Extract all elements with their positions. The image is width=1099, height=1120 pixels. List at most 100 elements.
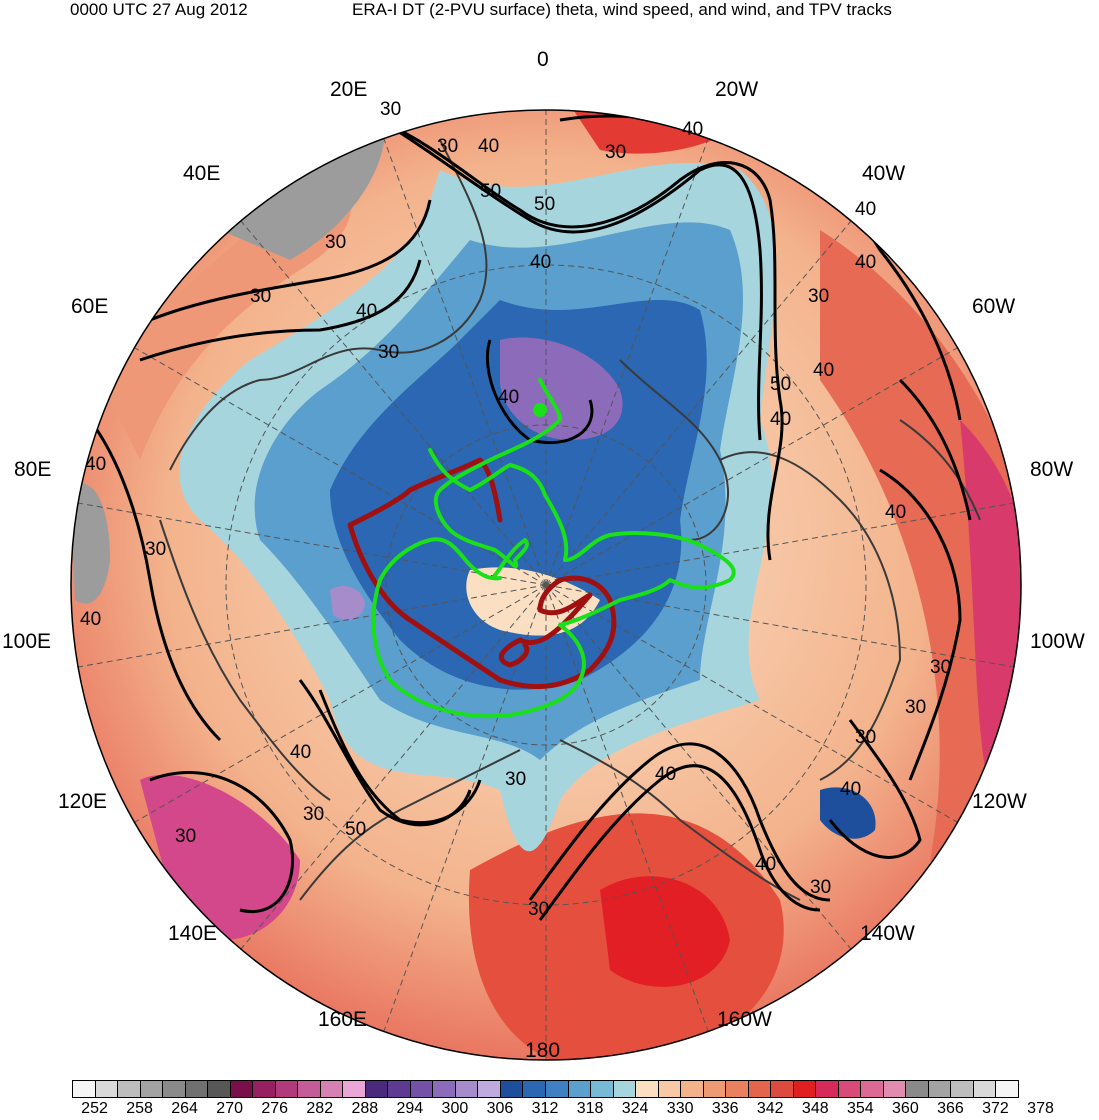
colorbar-swatch <box>319 1080 344 1098</box>
colorbar-swatch <box>274 1080 299 1098</box>
contour-label: 40 <box>855 199 876 220</box>
lon-label-180: 180 <box>525 1039 561 1062</box>
contour-label: 30 <box>325 232 346 253</box>
lon-label-20w: 20W <box>715 78 759 101</box>
lon-label-160w: 160W <box>717 1008 772 1031</box>
contour-label: 40 <box>478 136 499 157</box>
contour-label: 30 <box>250 286 271 307</box>
contour-label: 50 <box>534 194 555 215</box>
lon-label-120w: 120W <box>972 790 1027 813</box>
contour-label: 40 <box>290 742 311 763</box>
contour-label: 40 <box>840 779 861 800</box>
colorbar-swatch <box>567 1080 592 1098</box>
contour-label: 40 <box>855 252 876 273</box>
map-boundary <box>70 109 1022 1061</box>
colorbar-tick-label: 300 <box>441 1100 469 1117</box>
colorbar-swatch <box>94 1080 119 1098</box>
contour-label: 50 <box>345 819 366 840</box>
tpv-track-green-2 <box>428 448 736 627</box>
contour-label: 30 <box>905 697 926 718</box>
contour-label: 40 <box>813 360 834 381</box>
contour-label: 40 <box>356 301 377 322</box>
lon-label-80e: 80E <box>14 458 52 481</box>
colorbar-swatch <box>432 1080 456 1098</box>
colorbar-swatch <box>950 1080 974 1098</box>
lon-label-40w: 40W <box>862 162 906 185</box>
colorbar-swatch <box>972 1080 997 1098</box>
colorbar-swatch <box>499 1080 524 1098</box>
lon-label-120e: 120E <box>58 790 108 813</box>
lon-label-100e: 100E <box>2 630 52 653</box>
lon-label-140w: 140W <box>860 922 915 945</box>
colorbar-tick-label: 342 <box>756 1100 784 1117</box>
colorbar-swatch <box>297 1080 321 1098</box>
colorbar-swatch <box>590 1080 614 1098</box>
colorbar-tick-label: 354 <box>846 1100 874 1117</box>
contour-label: 30 <box>303 804 324 825</box>
colorbar-swatch <box>882 1080 907 1098</box>
colorbar-swatch <box>680 1080 704 1098</box>
contour-label: 30 <box>605 142 626 163</box>
colorbar-swatch <box>747 1080 772 1098</box>
colorbar-swatch <box>995 1080 1019 1098</box>
colorbar-swatch <box>702 1080 727 1098</box>
coastlines <box>159 139 981 901</box>
lon-label-140e: 140E <box>168 922 218 945</box>
contour-label: 30 <box>810 877 831 898</box>
contour-label: 40 <box>85 454 106 475</box>
lon-label-0: 0 <box>537 48 549 71</box>
colorbar-swatch <box>612 1080 637 1098</box>
contour-label: 30 <box>437 136 458 157</box>
lon-label-60w: 60W <box>972 295 1016 318</box>
colorbar-swatch <box>72 1080 96 1098</box>
contour-label: 50 <box>480 181 501 202</box>
colorbar-tick-label: 372 <box>982 1100 1009 1117</box>
colorbar-tick-label: 324 <box>621 1100 649 1117</box>
colorbar-swatch <box>162 1080 186 1098</box>
colorbar-tick-label: 366 <box>937 1100 964 1117</box>
lon-label-40e: 40E <box>183 162 221 185</box>
contour-label: 40 <box>885 502 906 523</box>
contour-label: 30 <box>855 727 876 748</box>
contour-label: 30 <box>808 286 829 307</box>
theta-colorbar: 252 258 264 270 276 282 288 294 300 306 312 318 324 3… <box>72 1080 1054 1120</box>
tpv-track-red <box>347 457 617 690</box>
colorbar-tick-label: 282 <box>306 1100 334 1117</box>
colorbar-tick-label: 330 <box>666 1100 694 1117</box>
tpv-track-green-1 <box>433 378 562 577</box>
colorbar-tick-label: 252 <box>81 1100 108 1117</box>
colorbar-swatch <box>387 1080 411 1098</box>
colorbar-swatch <box>815 1080 839 1098</box>
colorbar-swatch <box>522 1080 546 1098</box>
lon-label-160e: 160E <box>318 1008 368 1031</box>
colorbar-swatch <box>184 1080 209 1098</box>
contour-label: 40 <box>770 409 791 430</box>
valid-time-title: 0000 UTC 27 Aug 2012 <box>70 0 248 19</box>
colorbar-swatch <box>837 1080 862 1098</box>
colorbar-tick-label: 378 <box>1027 1100 1054 1117</box>
contour-label: 30 <box>505 769 526 790</box>
colorbar-swatch <box>252 1080 276 1098</box>
colorbar-tick-label: 270 <box>216 1100 244 1117</box>
colorbar-swatch <box>139 1080 164 1098</box>
colorbar-tick-label: 258 <box>126 1100 153 1117</box>
colorbar-swatch <box>477 1080 501 1098</box>
theta-grey-asia <box>71 484 110 604</box>
contour-label: 40 <box>655 764 676 785</box>
contour-label: 40 <box>755 854 776 875</box>
theta-purple-spot <box>330 585 365 621</box>
theta-warm-core <box>600 876 730 987</box>
colorbar-swatch <box>117 1080 141 1098</box>
colorbar-tick-label: 318 <box>576 1100 604 1117</box>
colorbar-tick-label: 294 <box>396 1100 424 1117</box>
colorbar-swatch <box>860 1080 884 1098</box>
colorbar-swatch <box>657 1080 682 1098</box>
colorbar-tick-label: 348 <box>801 1100 829 1117</box>
colorbar-swatch <box>409 1080 434 1098</box>
colorbar-swatch <box>545 1080 569 1098</box>
colorbar-swatch <box>792 1080 817 1098</box>
lon-label-20e: 20E <box>330 78 368 101</box>
colorbar-tick-label: 312 <box>531 1100 559 1117</box>
colorbar-swatch <box>927 1080 952 1098</box>
contour-label: 40 <box>682 119 703 140</box>
